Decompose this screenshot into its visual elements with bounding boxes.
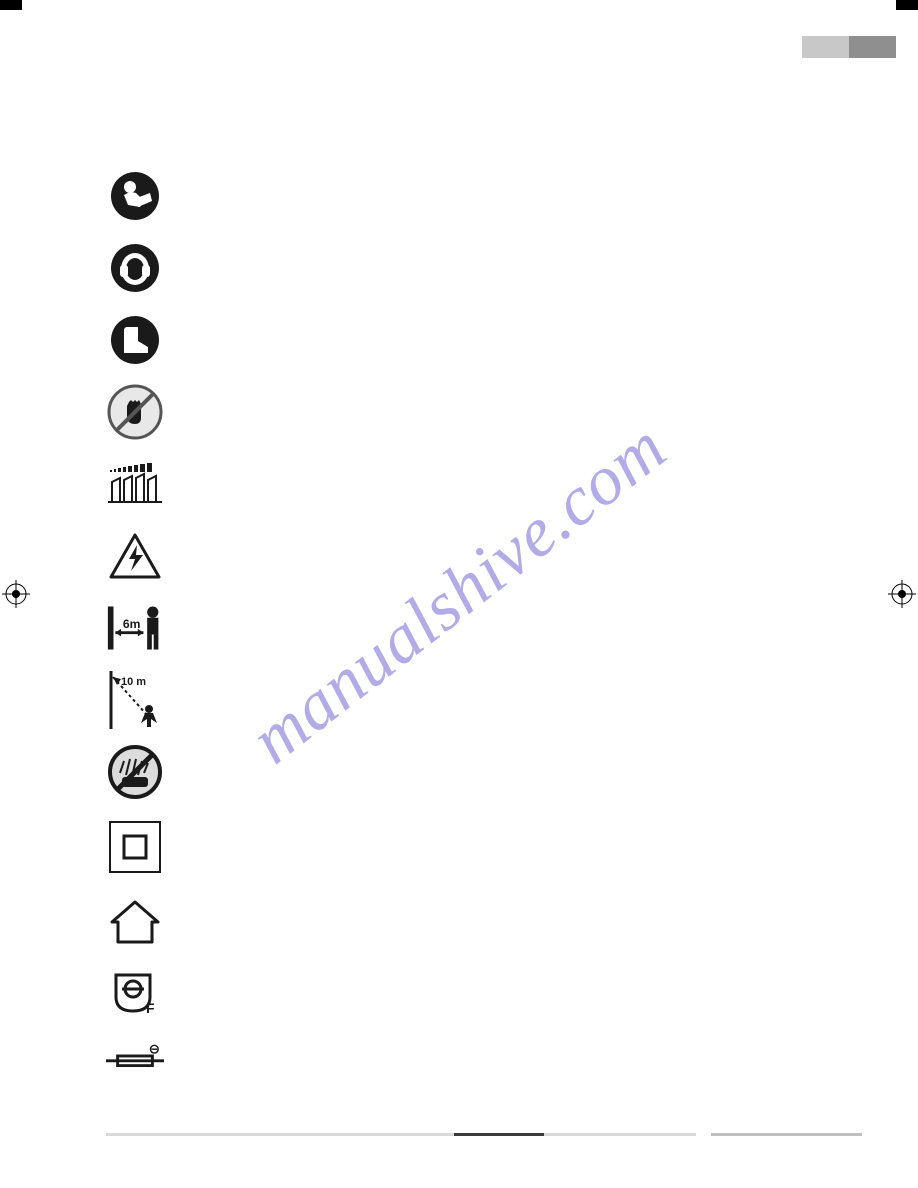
boots-icon	[106, 314, 164, 366]
distance-6m-label: 6m	[123, 617, 141, 631]
registration-mark-right	[888, 580, 916, 608]
page-tab-dark	[849, 36, 896, 58]
page-tab-light	[802, 36, 849, 58]
no-rain-icon	[106, 746, 164, 798]
distance-10m-label: 10 m	[121, 676, 146, 688]
noise-level-icon	[106, 458, 164, 510]
registration-mark-left	[2, 580, 30, 608]
footer-seg-4	[711, 1133, 862, 1136]
footer-seg-1	[106, 1133, 454, 1136]
watermark-text: manualshive.com	[236, 408, 682, 781]
footer-seg-gap	[696, 1133, 711, 1136]
indoor-charge-icon	[106, 896, 164, 948]
no-hands-icon	[106, 386, 164, 438]
safety-icon-column: 6m 10 m	[106, 170, 166, 1070]
thermal-cutout-label: F	[146, 1000, 155, 1016]
crop-mark-top-right	[896, 0, 918, 10]
footer-rule	[106, 1133, 862, 1136]
crop-mark-top-left	[0, 0, 22, 10]
read-manual-icon	[106, 170, 164, 222]
electric-hazard-icon	[106, 530, 164, 582]
page-number-tab	[802, 36, 896, 58]
footer-seg-3	[544, 1133, 695, 1136]
distance-6m-icon: 6m	[106, 602, 164, 654]
thermal-cutout-icon: F	[106, 968, 164, 1020]
class-ii-icon	[106, 818, 164, 876]
distance-10m-icon: 10 m	[106, 674, 164, 726]
fuse-icon	[106, 1040, 164, 1070]
footer-seg-2	[454, 1133, 545, 1136]
ear-protection-icon	[106, 242, 164, 294]
